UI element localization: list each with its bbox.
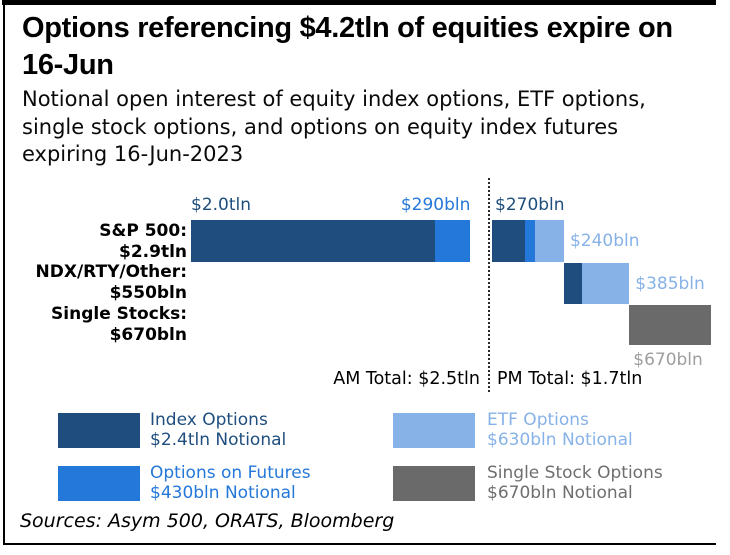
legend-sublabel: $670bln Notional <box>487 482 633 503</box>
am-pm-separator-line <box>488 178 490 392</box>
legend-label: Single Stock Options <box>487 463 663 483</box>
bottom-rule <box>3 543 716 545</box>
bar-segment-sp500-am-futures <box>435 220 471 262</box>
legend-text-etf-options: ETF Options $630bln Notional <box>487 410 633 450</box>
row-total: $670bln <box>109 325 187 345</box>
row-name: Single Stocks: <box>51 304 187 324</box>
value-label: $270bln <box>495 195 565 215</box>
bar-segment-sp500-pm-futures <box>524 220 535 262</box>
value-label: $385bln <box>635 273 705 294</box>
legend-text-single-stock-options: Single Stock Options $670bln Notional <box>487 463 663 503</box>
legend-text-options-on-futures: Options on Futures $430bln Notional <box>150 463 311 503</box>
legend-label: ETF Options <box>487 410 589 430</box>
legend-sublabel: $630bln Notional <box>487 429 633 450</box>
bar-segment-sp500-pm-etf <box>534 220 564 262</box>
legend-label: Index Options <box>150 410 268 430</box>
row-total: $550bln <box>109 283 187 303</box>
chart-title: Options referencing $4.2tln of equities … <box>22 12 673 81</box>
pm-total-label: PM Total: $1.7tln <box>497 369 643 389</box>
left-rule <box>3 0 5 545</box>
row-label-ndx-rty-other: NDX/RTY/Other: $550bln <box>36 262 188 304</box>
bar-segment-ndx-rty-other-am-index <box>563 263 583 304</box>
top-rule <box>2 0 716 5</box>
legend-text-index-options: Index Options $2.4tln Notional <box>150 410 287 450</box>
bar-segment-single-stocks-pm-single <box>629 305 711 345</box>
row-name: S&P 500: <box>99 221 187 241</box>
row-name: NDX/RTY/Other: <box>35 262 188 282</box>
legend-swatch-etf-options <box>393 413 475 448</box>
legend-swatch-single-stock-options <box>393 466 475 501</box>
legend-sublabel: $2.4tln Notional <box>150 429 287 450</box>
bar-segment-sp500-am-index <box>191 220 435 262</box>
sources-note: Sources: Asym 500, ORATS, Bloomberg <box>20 510 395 532</box>
legend-sublabel: $430bln Notional <box>150 482 296 503</box>
row-label-sp500: S&P 500: $2.9tln <box>99 221 187 263</box>
row-label-single-stocks: Single Stocks: $670bln <box>51 304 187 346</box>
am-total-label: AM Total: $2.5tln <box>333 369 480 389</box>
legend-label: Options on Futures <box>150 463 311 483</box>
chart-subtitle: Notional open interest of equity index o… <box>22 87 646 166</box>
row-total: $2.9tln <box>119 242 187 262</box>
bar-segment-ndx-rty-other-pm-etf <box>582 263 630 304</box>
legend-swatch-options-on-futures <box>58 466 140 501</box>
legend-swatch-index-options <box>58 413 140 448</box>
value-label: $240bln <box>569 231 640 251</box>
bar-segment-sp500-pm-index <box>492 220 525 262</box>
value-label: $2.0tln <box>191 195 252 215</box>
value-label: $670bln <box>633 350 703 370</box>
value-label: $290bln <box>400 195 471 215</box>
